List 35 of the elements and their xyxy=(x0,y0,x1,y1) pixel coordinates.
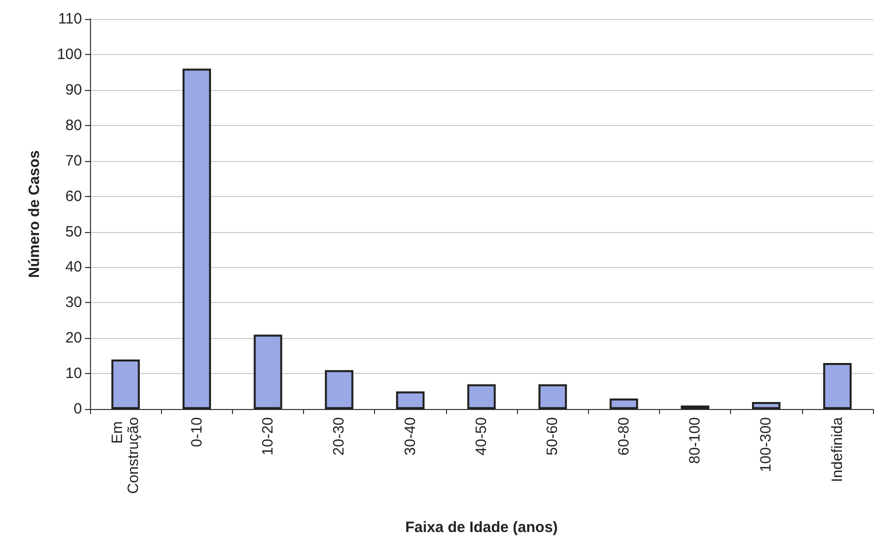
x-tick-label: 80-100 xyxy=(686,417,704,464)
bar xyxy=(396,391,425,410)
y-tick-label: 40 xyxy=(65,258,82,276)
x-tick-label: 100-300 xyxy=(758,417,775,472)
bar xyxy=(823,362,852,410)
bar xyxy=(752,402,780,410)
y-axis-title: Número de Casos xyxy=(26,150,43,278)
x-tick-label: 40-50 xyxy=(473,417,490,456)
y-tick-label: 110 xyxy=(58,10,82,28)
y-tick-label: 50 xyxy=(65,223,82,240)
x-tick-label: 30-40 xyxy=(402,417,419,456)
x-tick-label: Indefinida xyxy=(828,416,846,482)
y-tick-label: 60 xyxy=(65,188,82,205)
y-tick-label: 0 xyxy=(74,400,82,418)
bar xyxy=(467,384,496,410)
y-tick-label: 70 xyxy=(65,152,82,170)
y-tick-label: 80 xyxy=(65,116,82,134)
bar xyxy=(111,359,140,410)
y-tick-label: 100 xyxy=(56,46,82,63)
x-tick-label: 0-10 xyxy=(188,417,206,448)
x-axis-title: Faixa de Idade (anos) xyxy=(405,519,558,536)
bar xyxy=(324,370,354,410)
x-tick-label: 60-80 xyxy=(615,417,632,456)
y-tick-label: 30 xyxy=(65,294,82,312)
x-tick-label: 20-30 xyxy=(330,417,348,456)
bar xyxy=(254,334,282,410)
y-tick-label: 90 xyxy=(65,81,82,98)
bar xyxy=(182,68,212,410)
bar xyxy=(538,384,567,410)
y-tick-label: 10 xyxy=(65,365,82,382)
x-tick-label: 50-60 xyxy=(544,417,562,456)
y-tick-label: 20 xyxy=(65,330,82,347)
bar xyxy=(610,398,638,410)
x-tick-label: 10-20 xyxy=(259,417,276,456)
x-tick-label: Em Construção xyxy=(109,417,142,494)
